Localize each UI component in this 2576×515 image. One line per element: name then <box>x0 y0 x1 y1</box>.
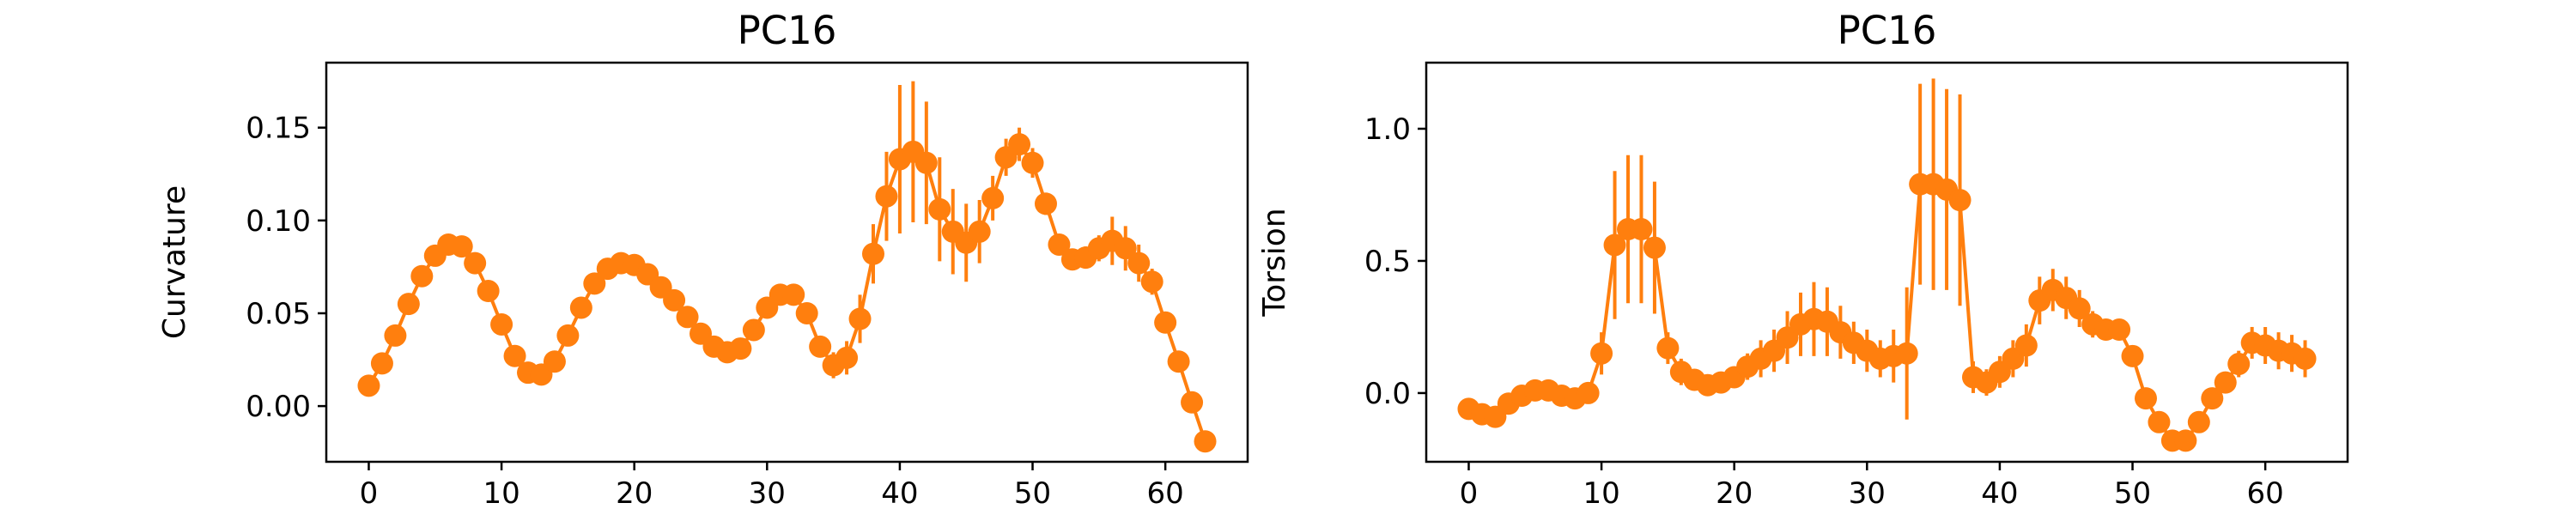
torsion-data-point <box>1603 233 1626 257</box>
torsion-x-tick-label: 40 <box>1981 476 2018 511</box>
curvature-data-point <box>1194 430 1217 453</box>
torsion-data-point <box>2148 410 2171 433</box>
curvature-data-point <box>464 251 487 275</box>
curvature-data-point <box>676 306 699 329</box>
curvature-data-point <box>503 344 526 367</box>
curvature-panel: PC16 Curvature 0 10 20 30 40 50 60 0.00 0.05 0.10… <box>157 8 1249 511</box>
torsion-data-point <box>2121 344 2144 367</box>
torsion-data-point <box>2174 429 2197 452</box>
torsion-x-tick-label: 20 <box>1716 476 1753 511</box>
curvature-data-point <box>1181 391 1204 414</box>
torsion-x-tick-label: 0 <box>1460 476 1479 511</box>
curvature-x-tick-label: 50 <box>1014 476 1051 511</box>
curvature-data-point <box>729 337 752 360</box>
curvature-data-point <box>914 151 938 174</box>
curvature-data-point <box>742 318 765 342</box>
torsion-data-point <box>2214 371 2237 394</box>
torsion-y-tick-label: 1.0 <box>1364 112 1411 147</box>
curvature-data-point <box>809 335 832 358</box>
curvature-data-point <box>370 352 393 375</box>
torsion-data-point <box>1577 381 1600 404</box>
curvature-data-point <box>1127 251 1151 275</box>
curvature-data-point <box>1034 192 1057 215</box>
curvature-data-point <box>981 186 1005 209</box>
curvature-data-point <box>663 288 686 312</box>
curvature-data-point <box>490 312 513 336</box>
torsion-data-point <box>1656 336 1680 360</box>
torsion-y-tick-label: 0.5 <box>1364 245 1411 279</box>
curvature-data-point <box>477 280 500 303</box>
curvature-data-point <box>1154 311 1177 334</box>
curvature-data-point <box>1167 350 1190 373</box>
torsion-data-point <box>2068 297 2091 320</box>
curvature-x-tick-label: 0 <box>360 476 379 511</box>
curvature-y-tick-label: 0.00 <box>246 390 311 424</box>
curvature-data-point <box>1048 233 1071 256</box>
curvature-data-point <box>1140 270 1163 294</box>
torsion-x-tick-label: 60 <box>2247 476 2284 511</box>
torsion-data-point <box>1590 342 1613 365</box>
curvature-data-point <box>835 346 859 369</box>
curvature-data-point <box>928 197 951 221</box>
curvature-data-point <box>583 272 606 295</box>
curvature-x-tick-label: 60 <box>1147 476 1184 511</box>
curvature-data-point <box>1114 237 1137 260</box>
curvature-y-tick-label: 0.10 <box>246 204 311 239</box>
curvature-x-tick-label: 40 <box>881 476 918 511</box>
torsion-data-point <box>2227 353 2251 376</box>
torsion-data-point <box>2293 347 2317 370</box>
curvature-data-point <box>968 220 991 243</box>
curvature-data-point <box>861 242 884 265</box>
curvature-data-point <box>384 324 407 347</box>
curvature-x-tick-label: 20 <box>616 476 653 511</box>
torsion-data-point <box>2134 387 2157 410</box>
curvature-y-tick-label: 0.05 <box>246 297 311 331</box>
torsion-data-point <box>2187 410 2210 433</box>
curvature-data-point <box>397 293 420 316</box>
torsion-data-point <box>2014 334 2038 357</box>
curvature-data-point <box>569 296 592 319</box>
curvature-data-point <box>782 283 805 306</box>
torsion-y-tick-label: 0.0 <box>1364 377 1411 411</box>
curvature-x-tick-label: 10 <box>483 476 519 511</box>
torsion-plot-frame <box>1425 61 2349 464</box>
torsion-data-point <box>1895 342 1918 365</box>
curvature-data-point <box>848 307 872 330</box>
curvature-data-point <box>556 324 580 347</box>
curvature-y-tick-label: 0.15 <box>246 112 311 146</box>
torsion-data-point <box>1630 218 1653 241</box>
torsion-y-axis-label: Torsion <box>1257 208 1292 317</box>
torsion-x-tick-label: 50 <box>2114 476 2151 511</box>
curvature-data-point <box>1008 133 1031 156</box>
curvature-data-point <box>450 235 473 258</box>
torsion-chart-title: PC16 <box>1838 8 1937 53</box>
torsion-data-point <box>1948 189 1971 212</box>
curvature-plot-frame <box>325 61 1249 464</box>
curvature-data-point <box>795 301 818 324</box>
curvature-x-tick-label: 30 <box>749 476 786 511</box>
curvature-data-point <box>410 264 434 288</box>
torsion-x-tick-label: 10 <box>1583 476 1619 511</box>
curvature-y-axis-label: Curvature <box>157 185 192 339</box>
torsion-data-point <box>1643 236 1666 259</box>
curvature-chart-title: PC16 <box>738 8 837 53</box>
curvature-data-point <box>543 350 566 373</box>
curvature-data-point <box>875 185 898 208</box>
curvature-data-point <box>357 374 380 397</box>
torsion-x-tick-label: 30 <box>1849 476 1886 511</box>
curvature-data-point <box>1021 151 1044 174</box>
torsion-data-point <box>2201 387 2224 410</box>
torsion-panel: PC16 Torsion 0 10 20 30 40 50 60 0.0 0.5 1.0 <box>1257 8 2349 511</box>
torsion-data-point <box>2108 318 2131 342</box>
